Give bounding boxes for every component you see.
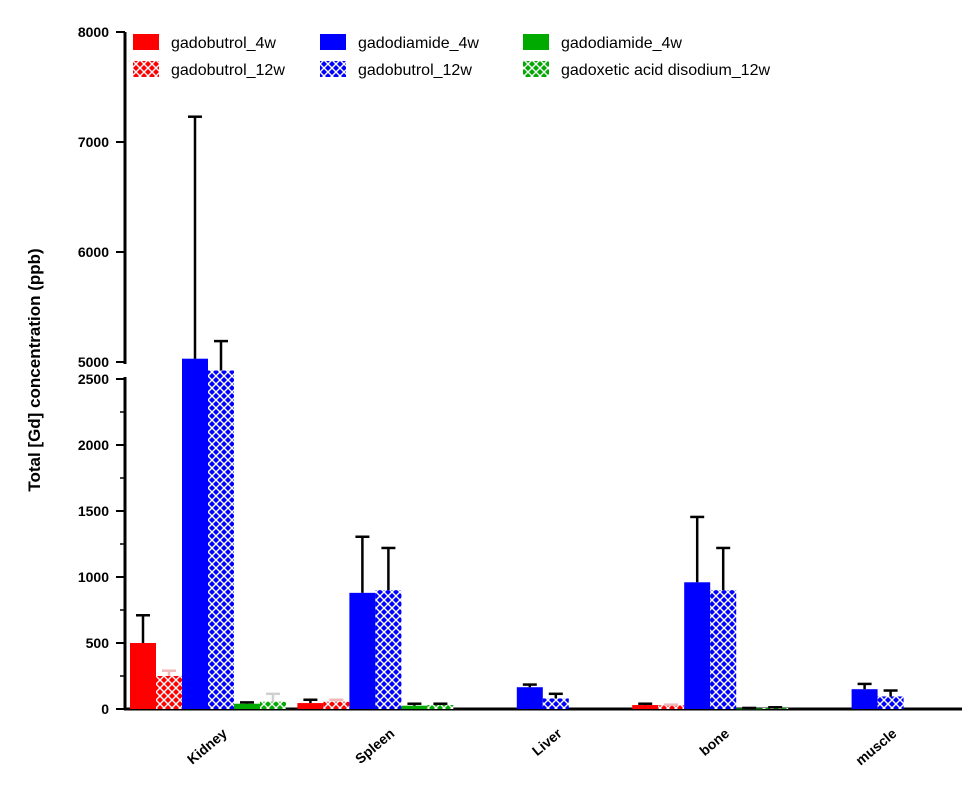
bar-liver-3 <box>542 698 569 709</box>
bar-kidney-0 <box>130 643 156 709</box>
y-tick-upper-label: 7000 <box>78 134 109 150</box>
bar-kidney-5 <box>260 701 286 709</box>
bar-spleen-0 <box>297 703 324 709</box>
bar-spleen-5 <box>427 705 454 709</box>
legend-swatch-4 <box>523 34 549 50</box>
x-tick-label-muscle: muscle <box>852 725 899 768</box>
legend-swatch-5 <box>523 61 549 77</box>
bar-kidney-3 <box>208 370 234 709</box>
legend-swatch-0 <box>133 34 159 50</box>
legend-label-0: gadobutrol_4w <box>171 35 276 52</box>
bar-spleen-3 <box>375 590 402 709</box>
bar-bone-1 <box>658 705 685 709</box>
y-tick-lower-label: 0 <box>101 701 109 717</box>
y-tick-lower-label: 2500 <box>78 371 109 387</box>
legend-swatch-2 <box>320 34 346 50</box>
bar-spleen-1 <box>323 701 350 709</box>
legend-label-1: gadobutrol_12w <box>171 62 285 79</box>
y-axis-label: Total [Gd] concentration (ppb) <box>25 248 44 491</box>
y-tick-lower-label: 1000 <box>78 569 109 585</box>
y-tick-lower-label: 500 <box>86 635 110 651</box>
y-tick-lower-label: 1500 <box>78 503 109 519</box>
legend-swatch-3 <box>320 61 346 77</box>
bar-kidney-4 <box>234 703 260 709</box>
legend-label-5: gadoxetic acid disodium_12w <box>561 62 770 79</box>
bar-spleen-2 <box>349 592 376 709</box>
bars <box>130 115 904 710</box>
y-tick-upper-label: 6000 <box>78 244 109 260</box>
bar-kidney-2 <box>182 358 208 709</box>
x-tick-label-kidney: Kidney <box>184 725 230 767</box>
bar-bone-0 <box>632 705 659 709</box>
bar-spleen-4 <box>401 705 428 709</box>
x-tick-label-liver: Liver <box>529 725 565 759</box>
legend-label-3: gadobutrol_12w <box>358 62 472 79</box>
bar-kidney-1 <box>156 676 182 709</box>
x-tick-label-spleen: Spleen <box>352 725 397 767</box>
legend-label-2: gadodiamide_4w <box>358 35 479 52</box>
bar-muscle-3 <box>877 696 904 709</box>
y-tick-upper-label: 8000 <box>78 24 109 40</box>
legend-swatch-1 <box>133 61 159 77</box>
y-tick-lower-label: 2000 <box>78 437 109 453</box>
y-tick-upper-label: 5000 <box>78 354 109 370</box>
bar-liver-2 <box>516 687 543 709</box>
legend-label-4: gadodiamide_4w <box>561 35 682 52</box>
x-tick-label-bone: bone <box>696 725 732 759</box>
legend: gadobutrol_4w gadodiamide_4w gadodiamide_4… <box>133 34 770 79</box>
bar-bone-3 <box>710 590 737 709</box>
bar-muscle-2 <box>851 689 878 709</box>
bar-bone-2 <box>684 582 711 709</box>
